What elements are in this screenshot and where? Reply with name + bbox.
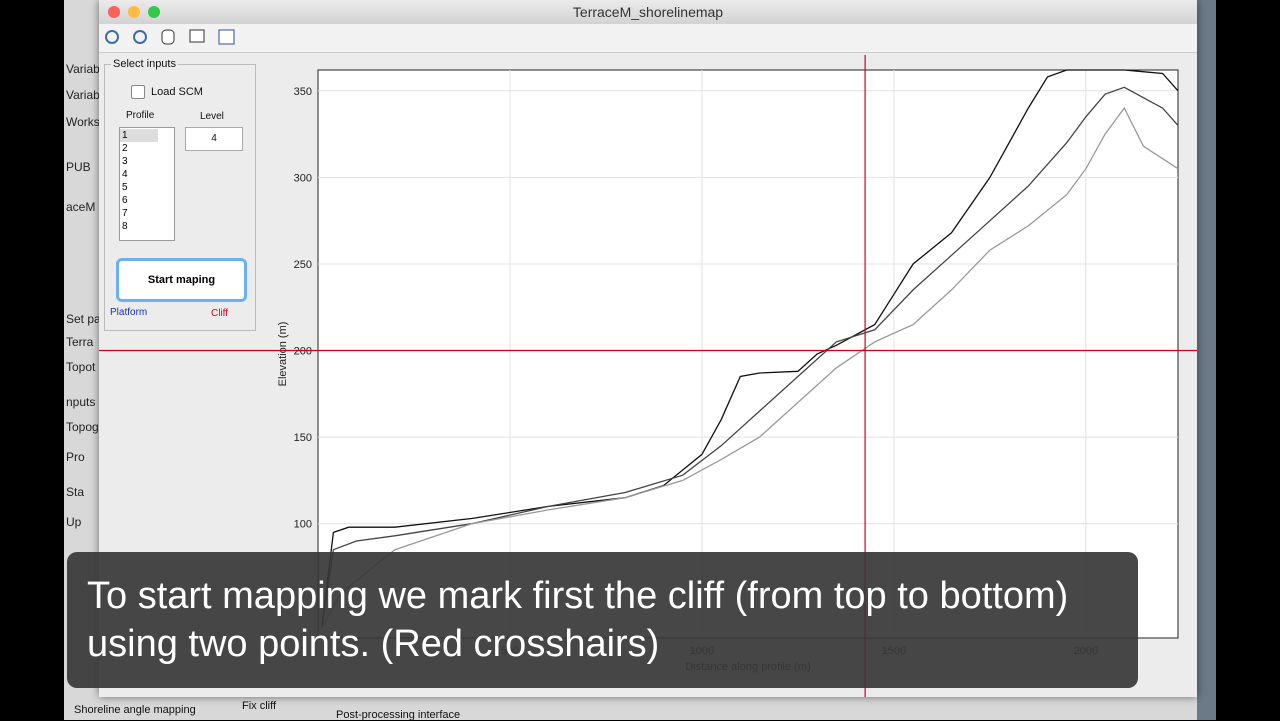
background-label: Variabl: [66, 62, 103, 76]
desktop: [1197, 0, 1216, 720]
background-label: Sta: [66, 485, 85, 499]
start-button[interactable]: Start maping: [116, 258, 247, 302]
level-input[interactable]: 4: [185, 127, 243, 151]
checkbox-label: Load SCM: [151, 86, 203, 98]
toolbar-icons: [105, 29, 235, 45]
data-cursor[interactable]: [189, 29, 205, 43]
y-tick-label: 150: [294, 432, 312, 444]
y-tick-label: 300: [294, 172, 312, 184]
tab[interactable]: Post-processing interface: [336, 709, 461, 721]
minimize-button[interactable]: [128, 6, 140, 18]
group-title: Select inputs: [111, 58, 178, 70]
zoom-in[interactable]: [105, 30, 119, 44]
background-label: Up: [66, 515, 82, 529]
list-item: 5: [122, 182, 128, 193]
list-item: 4: [122, 169, 128, 180]
background-label: Topog: [66, 420, 99, 434]
background-label: nputs in: [66, 395, 109, 409]
zoom-out[interactable]: [133, 30, 147, 44]
background-label: Pro: [66, 450, 85, 464]
cliff-label: Cliff: [211, 308, 229, 319]
background-label: PUB: [66, 160, 91, 174]
background-label: aceM M: [66, 200, 109, 214]
tab[interactable]: Shoreline angle mapping: [74, 704, 196, 716]
list-item: 3: [122, 156, 128, 167]
y-tick-label: 100: [294, 519, 312, 531]
background-label: Works: [66, 115, 100, 129]
close-button[interactable]: [108, 6, 120, 18]
toolbar: [99, 24, 1197, 53]
tab[interactable]: Fix cliff: [242, 700, 277, 712]
background-label: Terra: [66, 335, 94, 349]
list-item: 7: [122, 208, 128, 219]
window-title: TerraceM_shorelinemap: [99, 0, 1197, 24]
profile-line: [321, 86, 1179, 628]
y-tick-label: 200: [294, 346, 312, 358]
profile-label: Profile: [126, 110, 155, 121]
profile-line: [321, 69, 1179, 628]
level-label: Level: [200, 111, 224, 122]
pan[interactable]: [161, 29, 175, 45]
input-panel: Select inputs Load SCM Profile Level 4 S…: [104, 58, 256, 331]
platform-label: Platform: [110, 307, 148, 318]
list-item: 6: [122, 195, 128, 206]
y-tick-label: 350: [294, 86, 312, 98]
profile-line: [321, 106, 1179, 628]
list-item: 8: [122, 221, 128, 232]
checkbox[interactable]: [131, 85, 145, 99]
list-item: 2: [122, 143, 128, 154]
background-label: Topot: [66, 360, 96, 374]
list-item: 1: [120, 129, 158, 142]
caption: To start mapping we mark first the cliff…: [67, 552, 1138, 688]
background-label: Variab: [66, 88, 100, 102]
background-label: Set pa: [66, 312, 101, 326]
zoom-button[interactable]: [148, 6, 160, 18]
y-tick-label: 250: [294, 259, 312, 271]
y-axis-label: Elevation (m): [277, 322, 289, 387]
legend-button[interactable]: [218, 29, 235, 45]
plot-area: [317, 69, 1179, 639]
